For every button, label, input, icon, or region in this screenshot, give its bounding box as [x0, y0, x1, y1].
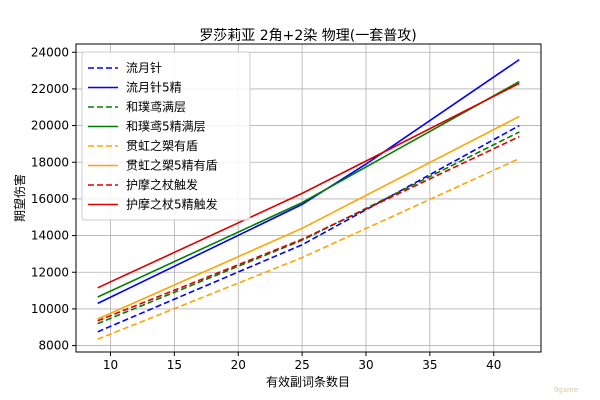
y-tick-label: 16000 [31, 192, 69, 206]
plot-frame [75, 43, 542, 353]
legend-entry: 护摩之杖5精触发 [126, 197, 218, 212]
legend-entry: 流月针 [126, 60, 162, 75]
y-tick-label: 20000 [31, 119, 69, 133]
legend-box [81, 51, 251, 221]
x-tick-label: 20 [231, 358, 246, 372]
series-line-5 [97, 157, 520, 340]
y-tick-label: 22000 [31, 82, 69, 96]
legend-entry: 流月针5精 [126, 80, 182, 95]
x-tick-label: 10 [103, 358, 118, 372]
y-axis-label: 期望伤害 [12, 174, 27, 222]
chart-title: 罗莎莉亚 2角+2染 物理(一套普攻) [199, 28, 416, 44]
series-line-1 [97, 124, 520, 333]
x-tick-label: 15 [167, 358, 182, 372]
legend-entry: 贯虹之槊5精有盾 [126, 158, 218, 173]
series-line-6 [97, 115, 520, 320]
y-tick-label: 12000 [31, 265, 69, 279]
x-axis: 10 15 20 25 30 35 40 [103, 352, 501, 372]
legend-entry: 和璞鸢5精满层 [126, 120, 206, 134]
y-tick-label: 14000 [31, 229, 69, 243]
series-line-3 [97, 131, 520, 325]
legend: 流月针流月针5精和璞鸢满层和璞鸢5精满层贯虹之槊有盾贯虹之槊5精有盾护摩之杖触发… [81, 51, 251, 221]
series-lines [97, 58, 520, 340]
y-tick-label: 24000 [31, 45, 69, 59]
series-line-4 [97, 80, 520, 298]
y-tick-label: 10000 [31, 302, 69, 316]
x-tick-label: 25 [294, 358, 309, 372]
x-tick-label: 35 [422, 358, 437, 372]
y-tick-label: 8000 [38, 339, 69, 353]
y-axis: 8000 10000 12000 14000 16000 18000 20000 22000 2… [31, 45, 76, 353]
watermark-logo: 9game [554, 386, 578, 394]
x-tick-label: 40 [486, 358, 501, 372]
series-line-8 [97, 82, 520, 289]
series-line-7 [97, 135, 520, 322]
legend-entry: 和璞鸢满层 [126, 100, 186, 114]
legend-entry: 贯虹之槊有盾 [126, 138, 198, 153]
y-tick-label: 18000 [31, 155, 69, 169]
x-axis-label: 有效副词条数目 [266, 374, 350, 389]
legend-entry: 护摩之杖触发 [126, 177, 198, 192]
x-tick-label: 30 [358, 358, 373, 372]
